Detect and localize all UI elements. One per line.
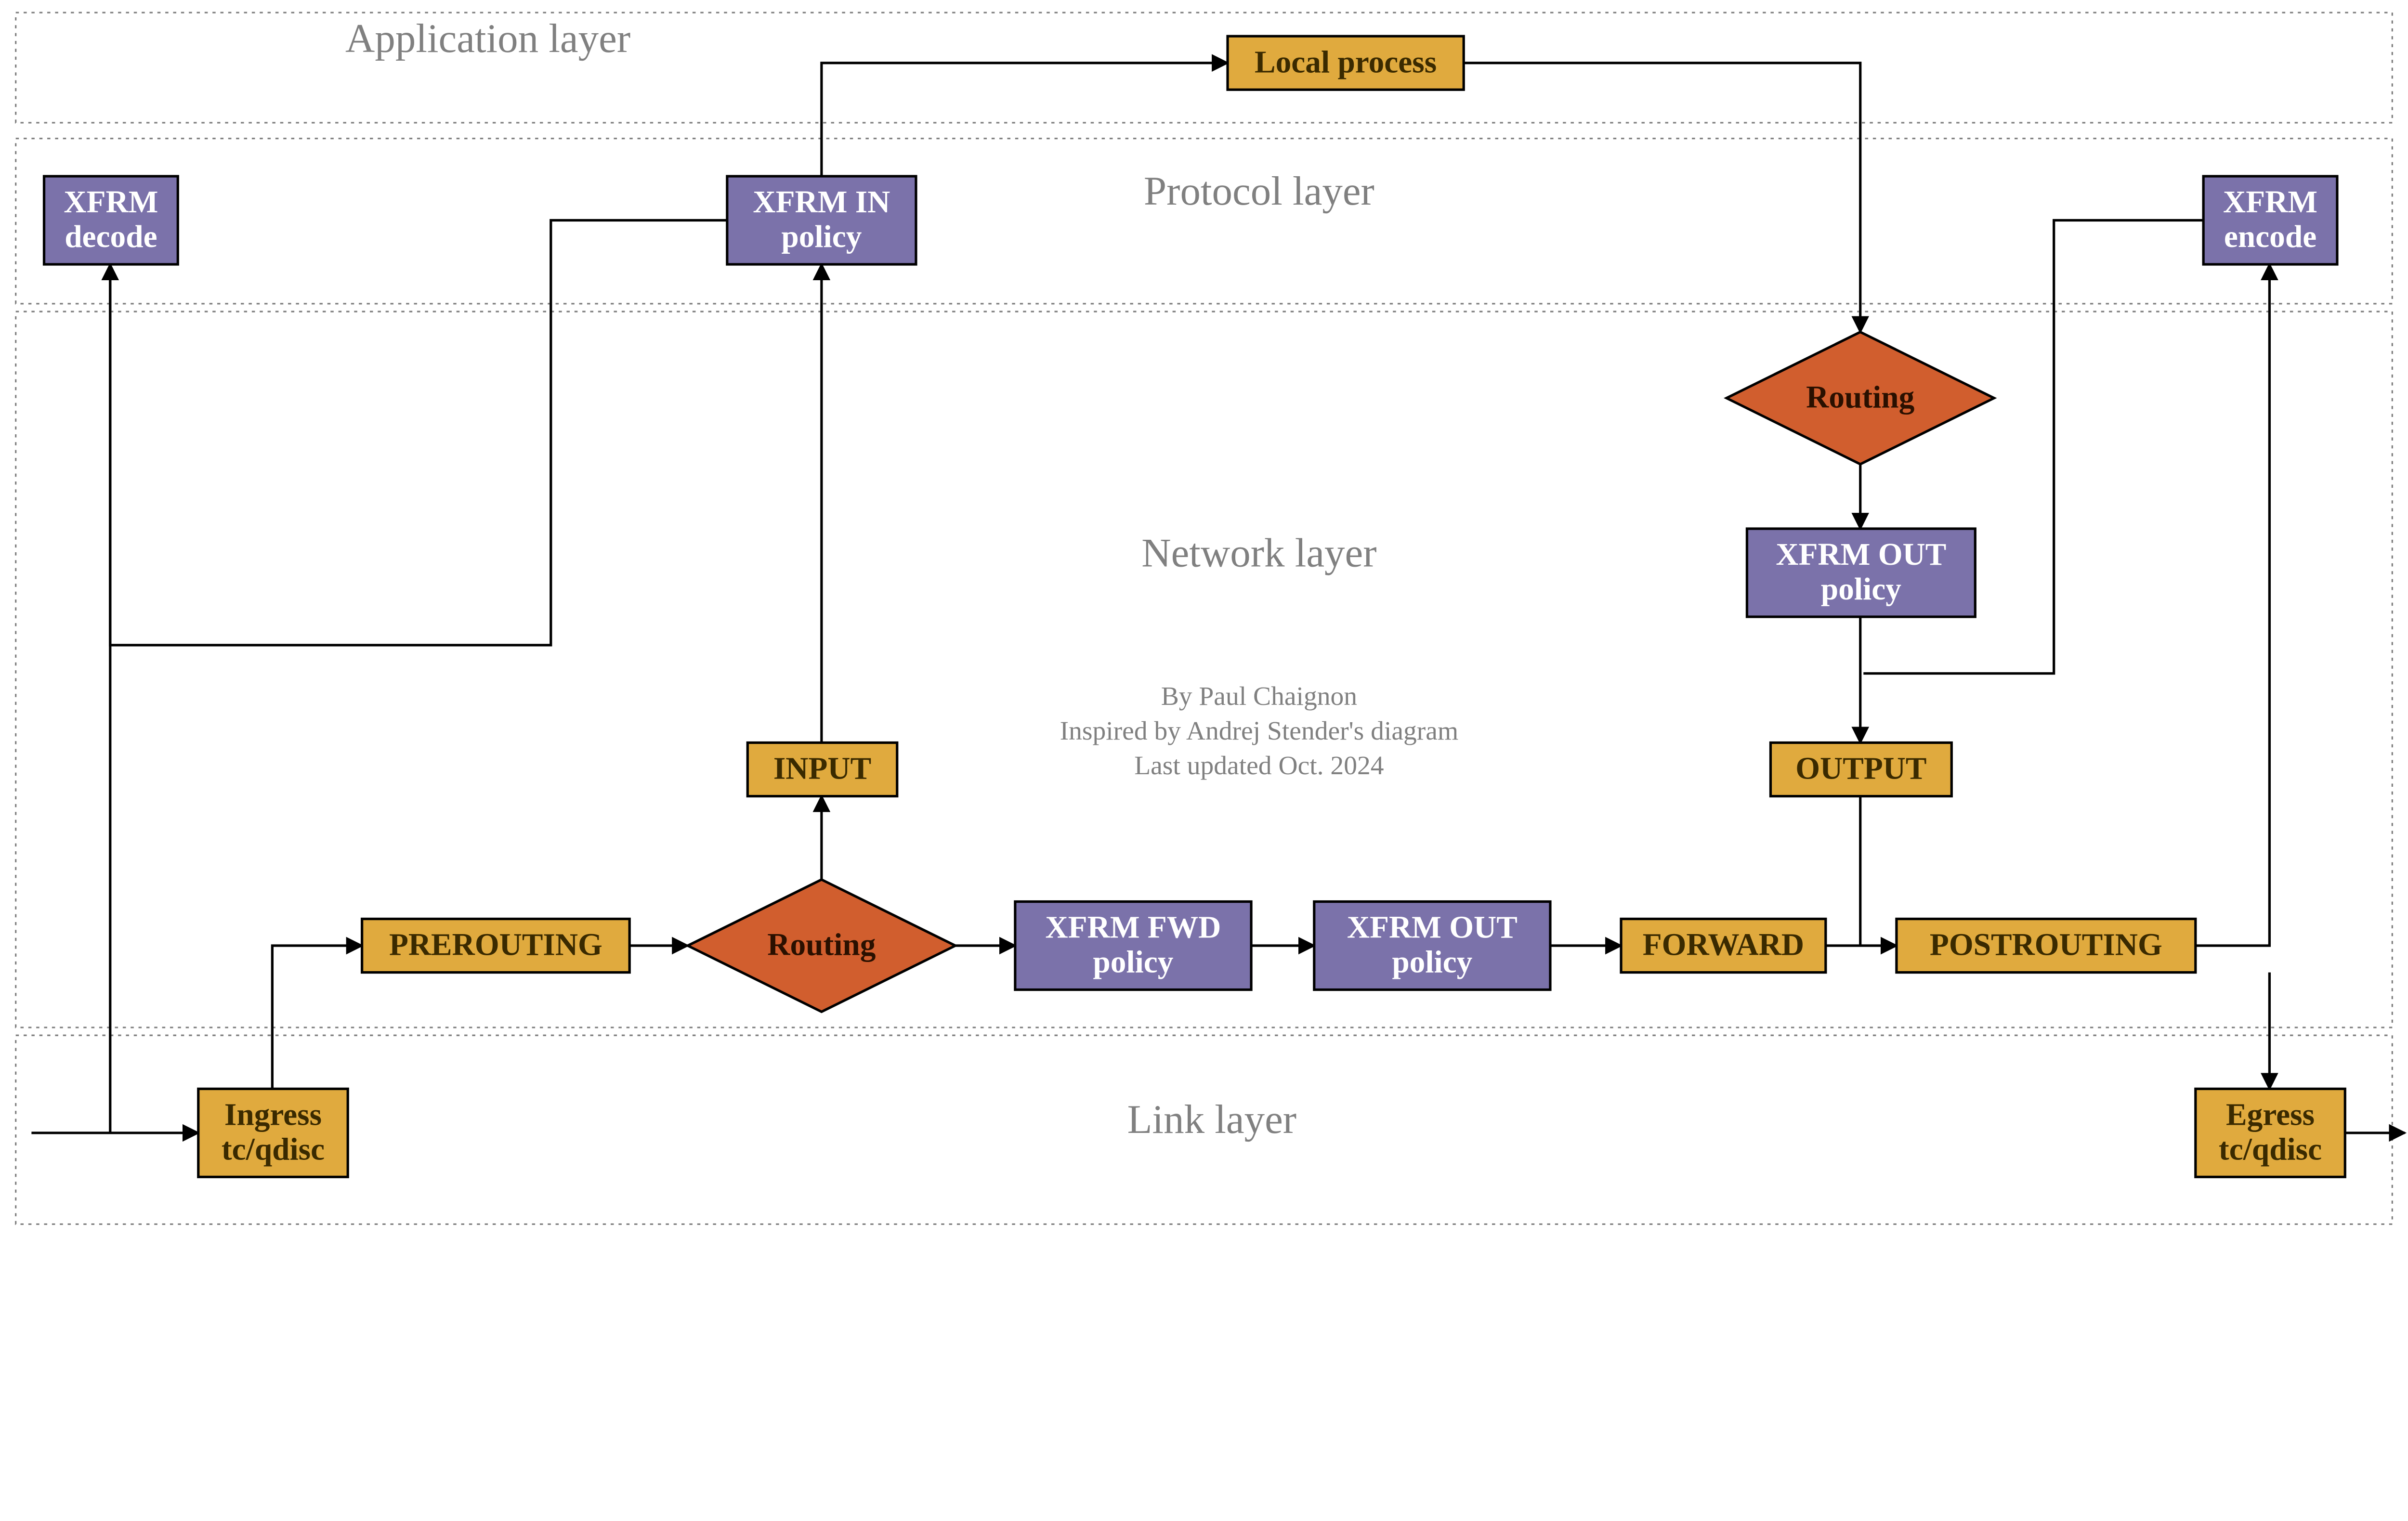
node-postrouting-label: POSTROUTING [1930,928,2162,962]
node-forward: FORWARD [1621,919,1826,972]
node-prerouting-label: PREROUTING [389,928,602,962]
node-xfrm_encode: XFRMencode [2203,176,2337,264]
node-xfrm_encode-label: XFRM [2223,185,2317,220]
node-forward-label: FORWARD [1643,928,1804,962]
node-egress: Egresstc/qdisc [2196,1089,2345,1177]
node-prerouting: PREROUTING [362,919,630,972]
packet-flow-diagram: Application layer Protocol layer Network l… [0,0,2408,1243]
node-local_process-label: Local process [1255,45,1437,79]
attribution-line: Inspired by Andrej Stender's diagram [1060,716,1459,746]
node-xfrm_encode-label: encode [2224,220,2316,254]
node-xfrm_out_policy_top: XFRM OUTpolicy [1747,529,1975,617]
attribution-line: Last updated Oct. 2024 [1134,751,1384,780]
node-xfrm_in_policy: XFRM INpolicy [727,176,916,264]
node-ingress: Ingresstc/qdisc [198,1089,348,1177]
node-ingress-label: tc/qdisc [222,1132,325,1167]
node-routing_bottom-label: Routing [767,928,876,962]
node-postrouting: POSTROUTING [1897,919,2196,972]
layer-label-link: Link layer [1127,1097,1296,1142]
node-xfrm_fwd_policy-label: policy [1093,945,1173,980]
node-xfrm_in_policy-label: XFRM IN [753,185,890,220]
node-input: INPUT [747,742,897,796]
node-xfrm_out_policy_bottom-label: policy [1392,945,1472,980]
layer-label-network: Network layer [1141,530,1376,575]
node-xfrm_out_policy_bottom: XFRM OUTpolicy [1314,902,1550,990]
attribution-line: By Paul Chaignon [1161,681,1357,711]
node-xfrm_decode-label: XFRM [64,185,158,220]
node-xfrm_decode-label: decode [65,220,157,254]
node-xfrm_out_policy_bottom-label: XFRM OUT [1347,910,1518,945]
node-xfrm_fwd_policy: XFRM FWDpolicy [1015,902,1251,990]
node-ingress-label: Ingress [224,1098,322,1132]
node-output-label: OUTPUT [1795,752,1926,786]
layer-label-application: Application layer [345,16,630,61]
node-egress-label: tc/qdisc [2219,1132,2322,1167]
node-local_process: Local process [1228,36,1464,90]
node-routing_top-label: Routing [1806,380,1914,415]
node-egress-label: Egress [2226,1098,2315,1132]
node-xfrm_fwd_policy-label: XFRM FWD [1046,910,1221,945]
node-input-label: INPUT [773,752,871,786]
node-xfrm_out_policy_top-label: policy [1821,572,1901,607]
node-xfrm_out_policy_top-label: XFRM OUT [1776,537,1946,572]
layer-label-protocol: Protocol layer [1144,169,1374,214]
node-output: OUTPUT [1770,742,1951,796]
node-xfrm_decode: XFRMdecode [44,176,178,264]
node-xfrm_in_policy-label: policy [781,220,862,254]
